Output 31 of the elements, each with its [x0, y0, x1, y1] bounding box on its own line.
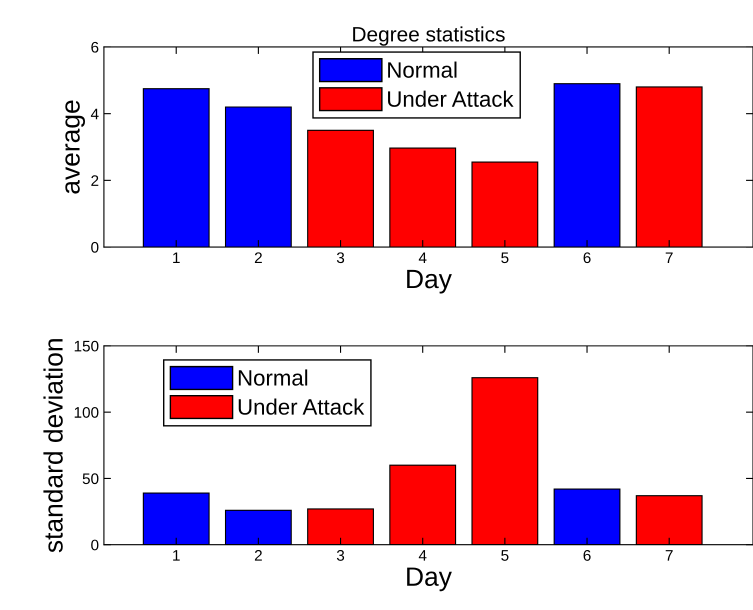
chart-title: Degree statistics: [353, 26, 505, 46]
x-tick-label: 3: [336, 252, 344, 264]
x-tick-label: 5: [501, 252, 508, 264]
x-tick-label: 1: [173, 252, 180, 263]
x-tick-label: 7: [666, 550, 673, 561]
x-tick-label: 2: [254, 252, 262, 263]
legend-label: Normal: [238, 369, 308, 386]
y-axis-title: standard deviation: [43, 339, 63, 552]
y-tick-label: 6: [91, 42, 98, 53]
y-tick-label: 4: [90, 108, 99, 120]
y-tick-label: 0: [91, 540, 98, 550]
x-tick-label: 4: [418, 252, 427, 263]
y-tick-label: 2: [91, 175, 98, 186]
x-tick-label: 5: [501, 550, 508, 561]
y-axis-title: average: [65, 100, 85, 194]
x-tick-label: 2: [254, 550, 262, 561]
x-tick-label: 1: [173, 550, 180, 561]
x-tick-label: 6: [584, 550, 591, 561]
y-tick-label: 50: [82, 473, 98, 484]
x-axis-title: Day: [407, 270, 452, 294]
x-tick-label: 4: [418, 550, 427, 561]
x-tick-label: 3: [336, 550, 344, 561]
y-tick-label: 150: [74, 340, 98, 352]
y-tick-label: 0: [91, 242, 98, 253]
legend-label: Under Attack: [238, 398, 364, 415]
x-tick-label: 6: [584, 252, 591, 264]
x-tick-label: 7: [666, 252, 673, 263]
legend-label: Normal: [388, 62, 456, 78]
legend-label: Under Attack: [388, 90, 514, 107]
x-axis-title: Day: [407, 568, 452, 592]
y-tick-label: 100: [74, 407, 98, 418]
